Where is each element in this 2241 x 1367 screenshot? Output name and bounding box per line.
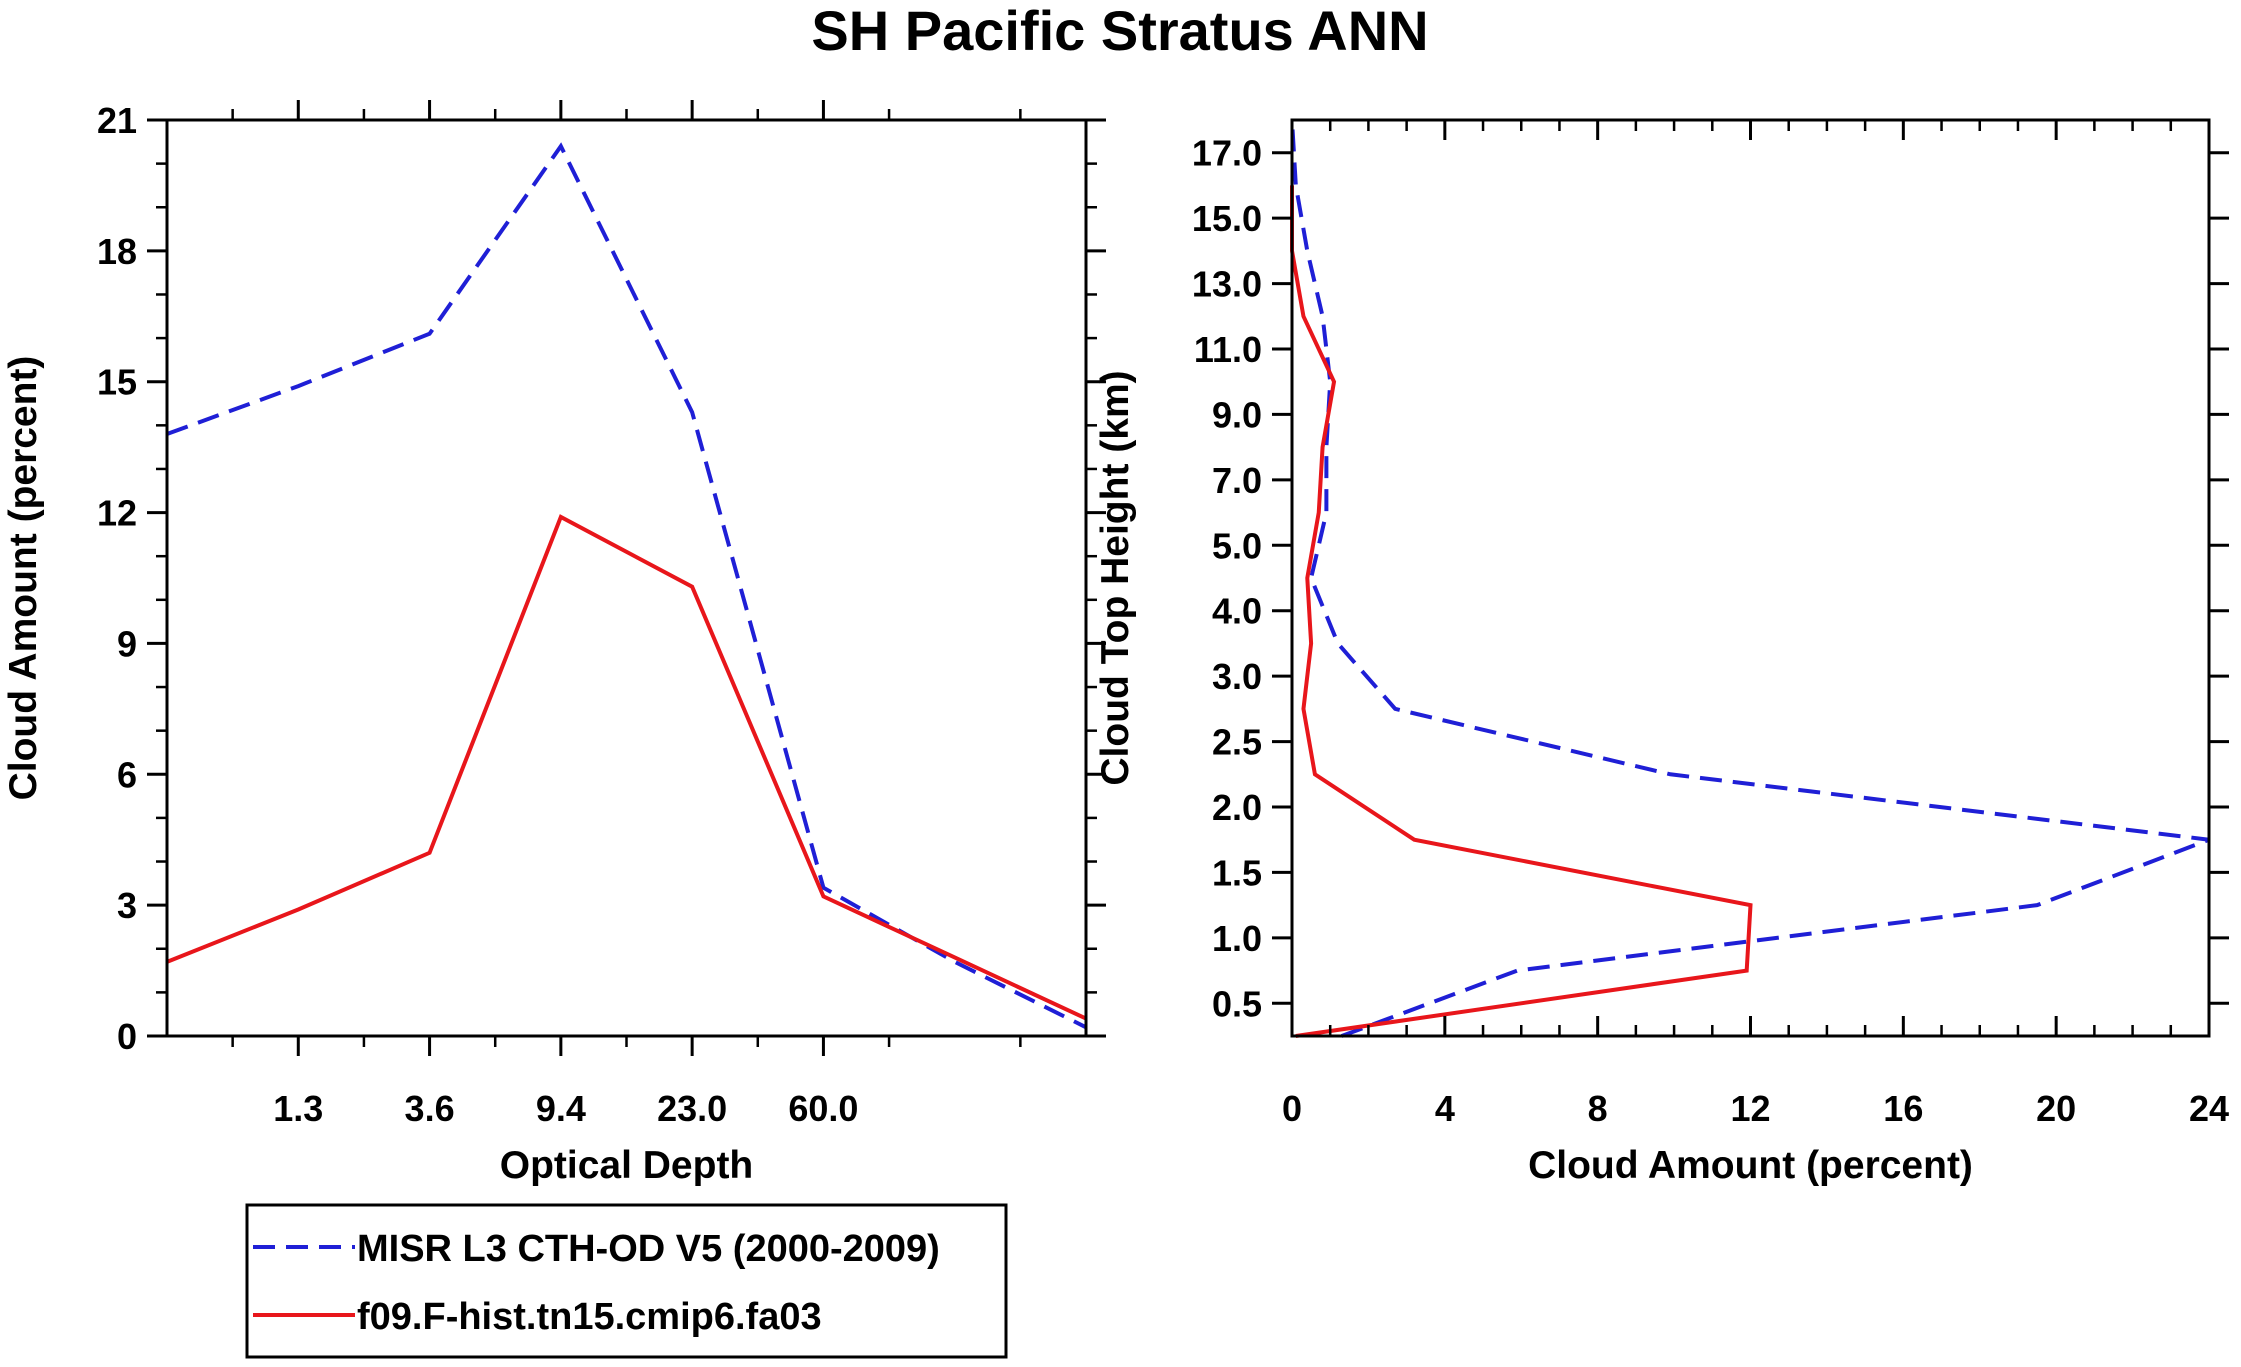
y-tick-label: 2.0 xyxy=(1212,787,1262,828)
right-panel-cloud-top-height: 0 4 8 12 16 20 24 0.5 1.0 1.5 2.0 2.5 3.0 4.0 5.0 7.0 9.… xyxy=(1094,118,2229,1187)
x-tick-label: 9.4 xyxy=(536,1088,586,1129)
y-tick-label: 4.0 xyxy=(1212,591,1262,632)
x-tick-label: 24 xyxy=(2189,1088,2229,1129)
y-tick-label: 9 xyxy=(117,623,137,664)
y-tick-label: 13.0 xyxy=(1192,264,1262,305)
x-tick-label: 3.6 xyxy=(405,1088,455,1129)
y-tick-label: 15 xyxy=(97,362,137,403)
y-tick-label: 5.0 xyxy=(1212,525,1262,566)
x-tick-label: 8 xyxy=(1588,1088,1608,1129)
y-tick-label: 11.0 xyxy=(1194,329,1262,370)
y-axis-label: Cloud Top Height (km) xyxy=(1094,370,1137,785)
x-tick-label: 0 xyxy=(1282,1088,1302,1129)
y-tick-label: 7.0 xyxy=(1212,460,1262,501)
series-line-model xyxy=(1290,185,1753,1038)
x-tick-label: 1.3 xyxy=(273,1088,323,1129)
legend-label-model: f09.F-hist.tn15.cmip6.fa03 xyxy=(357,1296,822,1338)
plot-frame xyxy=(1290,118,2211,1038)
y-axis-label: Cloud Amount (percent) xyxy=(2,356,45,801)
y-tick-label: 0 xyxy=(117,1016,137,1057)
legend-label-misr: MISR L3 CTH-OD V5 (2000-2009) xyxy=(357,1228,940,1270)
chart-title: SH Pacific Stratus ANN xyxy=(811,0,1428,62)
x-tick-label: 16 xyxy=(1883,1088,1923,1129)
y-tick-label: 12 xyxy=(97,493,137,534)
y-tick-label: 2.5 xyxy=(1212,722,1262,763)
x-tick-label: 20 xyxy=(2036,1088,2076,1129)
left-panel-optical-depth: 0 3 6 9 12 15 18 21 1.3 3.6 9.4 23.0 60.0 Optical Dep… xyxy=(2,100,1106,1187)
y-tick-label: 3 xyxy=(117,885,137,926)
y-tick-label: 21 xyxy=(97,100,137,141)
x-tick-label: 60.0 xyxy=(788,1088,858,1129)
legend: MISR L3 CTH-OD V5 (2000-2009) f09.F-hist… xyxy=(245,1203,1008,1359)
y-tick-label: 6 xyxy=(117,754,137,795)
series-line-misr xyxy=(1290,119,2210,1038)
y-tick-label: 9.0 xyxy=(1212,394,1262,435)
y-tick-label: 15.0 xyxy=(1192,198,1262,239)
series-line-model xyxy=(166,514,1087,1021)
y-tick-label: 0.5 xyxy=(1212,983,1262,1024)
y-tick-label: 1.5 xyxy=(1212,852,1262,893)
y-tick-label: 18 xyxy=(97,231,137,272)
plot-frame xyxy=(165,118,1088,1038)
legend-box xyxy=(245,1203,1008,1359)
y-tick-label: 3.0 xyxy=(1212,656,1262,697)
x-axis-label: Cloud Amount (percent) xyxy=(1528,1144,1973,1187)
y-tick-label: 17.0 xyxy=(1192,133,1262,174)
x-tick-label: 12 xyxy=(1730,1088,1770,1129)
series-line-misr xyxy=(166,142,1087,1030)
y-tick-label: 1.0 xyxy=(1212,918,1262,959)
x-axis-label: Optical Depth xyxy=(500,1144,754,1187)
x-tick-label: 23.0 xyxy=(657,1088,727,1129)
x-tick-label: 4 xyxy=(1435,1088,1455,1129)
